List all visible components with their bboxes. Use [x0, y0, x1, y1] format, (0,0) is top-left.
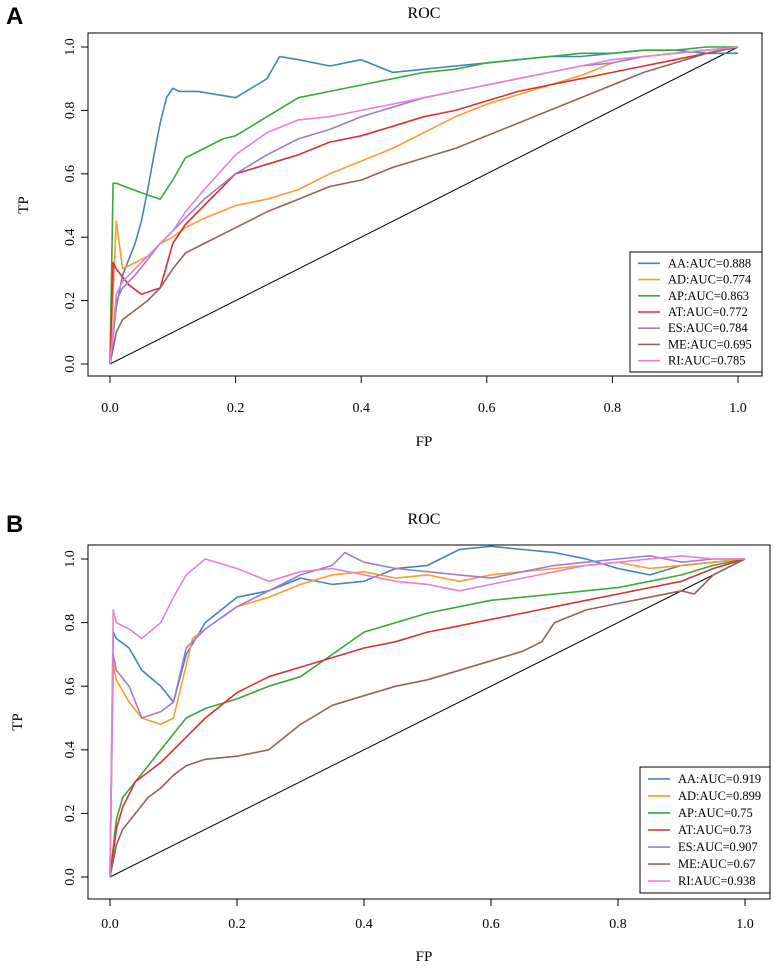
chart-title: ROC — [408, 5, 441, 22]
x-tick-label: 0.2 — [228, 917, 246, 932]
panel-a: A ROC 0.0 0.2 0.4 0.6 0.8 1.0 0.0 0.2 0.4 0.6 0.8… — [6, 3, 763, 450]
x-tick-label: 0.0 — [101, 401, 119, 416]
y-tick-label: 0.8 — [63, 614, 78, 632]
x-tick-label: 0.6 — [482, 917, 500, 932]
legend-label-ad: AD:AUC=0.899 — [678, 789, 761, 803]
roc-curve-ri — [109, 46, 739, 365]
x-axis: 0.0 0.2 0.4 0.6 0.8 1.0 — [101, 375, 747, 416]
diagonal-line — [109, 46, 739, 365]
roc-curve-ri — [109, 555, 745, 878]
x-axis-label: FP — [416, 434, 433, 450]
legend-label-es: ES:AUC=0.784 — [668, 321, 748, 335]
x-axis: 0.0 0.2 0.4 0.6 0.8 1.0 — [101, 898, 754, 932]
panel-letter: A — [6, 3, 23, 30]
series-layer — [109, 545, 746, 878]
roc-curve-me — [109, 46, 739, 365]
y-axis: 0.0 0.2 0.4 0.6 0.8 1.0 — [63, 38, 89, 373]
x-tick-label: 0.8 — [609, 917, 627, 932]
y-tick-label: 0.8 — [63, 102, 78, 120]
y-tick-label: 1.0 — [63, 38, 78, 56]
y-tick-label: 0.6 — [63, 165, 78, 183]
x-tick-label: 0.0 — [101, 917, 119, 932]
y-axis-label: TP — [16, 196, 32, 214]
y-tick-label: 1.0 — [63, 550, 78, 568]
x-tick-label: 0.4 — [355, 917, 373, 932]
diagonal-reference — [109, 558, 746, 878]
roc-curve-at — [109, 558, 746, 878]
legend-label-at: AT:AUC=0.772 — [668, 305, 748, 319]
roc-curve-at — [109, 46, 739, 365]
y-tick-label: 0.0 — [63, 355, 78, 373]
legend-label-ad: AD:AUC=0.774 — [668, 273, 752, 287]
x-tick-label: 0.4 — [352, 401, 370, 416]
legend-label-aa: AA:AUC=0.919 — [678, 772, 761, 786]
diagonal-line — [109, 558, 746, 878]
roc-curve-ap — [109, 558, 746, 878]
legend-label-es: ES:AUC=0.907 — [678, 840, 758, 854]
x-tick-label: 0.8 — [604, 401, 622, 416]
panel-b: B ROC 0.0 0.2 0.4 0.6 0.8 1.0 0.0 0.2 0.4 0.6 0.8… — [6, 511, 771, 965]
legend-label-me: ME:AUC=0.67 — [678, 857, 756, 871]
panel-letter: B — [6, 511, 23, 538]
legend-label-ap: AP:AUC=0.863 — [668, 289, 749, 303]
x-tick-label: 0.2 — [227, 401, 245, 416]
roc-curve-ap — [109, 46, 738, 365]
y-tick-label: 0.6 — [63, 677, 78, 695]
legend-label-me: ME:AUC=0.695 — [668, 337, 752, 351]
chart-title: ROC — [408, 511, 441, 528]
legend-label-aa: AA:AUC=0.888 — [668, 256, 751, 270]
y-tick-label: 0.2 — [63, 292, 78, 310]
roc-curve-es — [109, 551, 745, 878]
roc-curve-me — [109, 558, 746, 878]
legend-label-at: AT:AUC=0.73 — [678, 823, 751, 837]
roc-curve-aa — [109, 49, 738, 365]
x-tick-label: 1.0 — [729, 401, 747, 416]
legend: AA:AUC=0.919 AD:AUC=0.899 AP:AUC=0.75 AT:AU… — [639, 766, 771, 894]
diagonal-reference — [109, 46, 739, 365]
x-tick-label: 1.0 — [736, 917, 754, 932]
y-tick-label: 0.0 — [63, 868, 78, 886]
legend-label-ap: AP:AUC=0.75 — [678, 806, 753, 820]
y-tick-label: 0.4 — [63, 741, 78, 759]
y-axis-label: TP — [10, 713, 26, 731]
legend-label-ri: RI:AUC=0.938 — [678, 874, 756, 888]
series-layer — [109, 46, 739, 365]
legend: AA:AUC=0.888 AD:AUC=0.774 AP:AUC=0.863 AT:A… — [629, 251, 763, 373]
legend-label-ri: RI:AUC=0.785 — [668, 354, 746, 368]
y-tick-label: 0.4 — [63, 228, 78, 246]
x-axis-label: FP — [416, 949, 433, 965]
y-tick-label: 0.2 — [63, 805, 78, 823]
x-tick-label: 0.6 — [478, 401, 496, 416]
roc-curve-aa — [109, 545, 746, 878]
roc-curve-es — [109, 46, 739, 365]
y-axis: 0.0 0.2 0.4 0.6 0.8 1.0 — [63, 550, 89, 886]
